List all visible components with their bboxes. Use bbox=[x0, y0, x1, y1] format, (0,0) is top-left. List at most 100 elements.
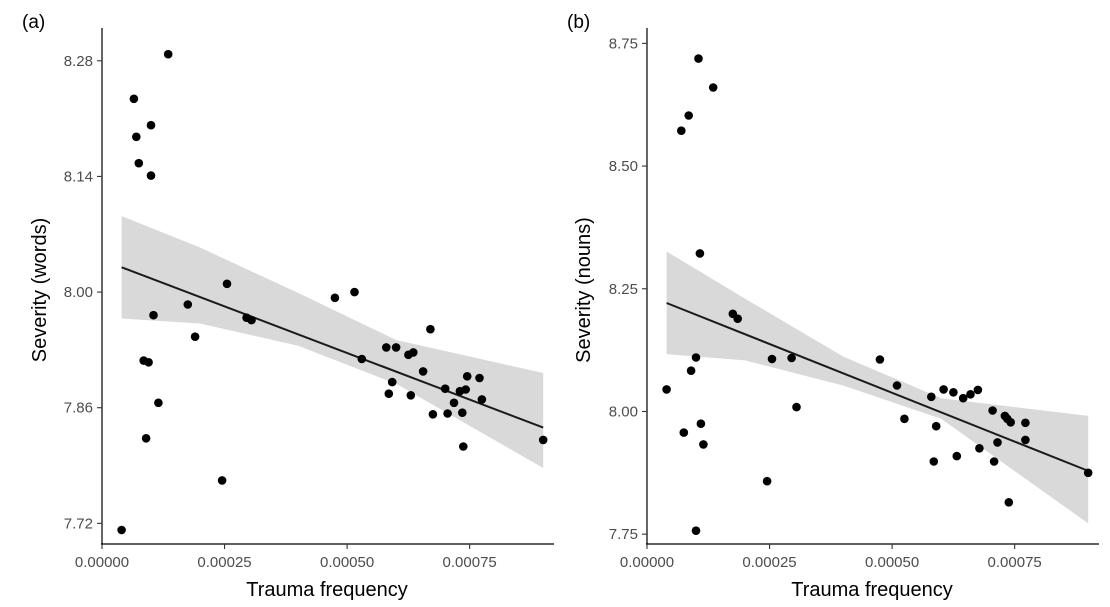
panel-b-data-point bbox=[931, 421, 941, 431]
panel-b-data-point bbox=[892, 381, 902, 390]
panel-a-data-point bbox=[382, 343, 391, 352]
panel-b-data-point bbox=[1004, 498, 1014, 507]
panel-a-data-point bbox=[391, 343, 401, 352]
panel-a-data-point bbox=[350, 287, 359, 297]
panel-b-data-point bbox=[679, 428, 689, 437]
panel-b-x-tick-label: 0.00050 bbox=[865, 554, 919, 571]
panel-b-data-point bbox=[949, 388, 958, 397]
panel-a-data-point bbox=[428, 410, 438, 419]
panel-b-x-tick-label: 0.00025 bbox=[742, 554, 796, 571]
panel-a-x-axis-title: Trauma frequency bbox=[246, 579, 408, 601]
panel-a-data-point bbox=[449, 398, 459, 408]
panel-a-data-point bbox=[154, 398, 163, 408]
panel-b-data-point bbox=[927, 392, 936, 402]
panel-b-data-point bbox=[699, 440, 708, 449]
panel-b-x-tick-label: 0.00075 bbox=[988, 554, 1042, 571]
panel-a-data-point bbox=[222, 279, 232, 289]
panel-a-data-point bbox=[458, 408, 467, 418]
panel-b-x-axis-title: Trauma frequency bbox=[791, 579, 953, 601]
panel-a-regression-line bbox=[121, 266, 544, 429]
panel-b-data-point bbox=[733, 314, 742, 324]
panel-b-data-point bbox=[952, 451, 962, 461]
panel-b-data-point bbox=[691, 526, 701, 535]
panel-a-data-point bbox=[146, 120, 156, 130]
panel-a-data-point bbox=[163, 49, 173, 59]
panel-a-data-point bbox=[134, 158, 144, 168]
panel-b-data-point bbox=[1006, 418, 1015, 427]
panel-b-data-point bbox=[973, 385, 983, 395]
panel-b-regression-line bbox=[666, 302, 1089, 472]
panel-b-data-point bbox=[875, 355, 885, 364]
panel-b-data-point bbox=[1021, 435, 1030, 445]
panel-a-data-point bbox=[443, 409, 452, 418]
panel-a-data-point bbox=[146, 171, 156, 180]
panel-b-data-point bbox=[975, 444, 984, 453]
panel-b-y-tick-label: 7.75 bbox=[609, 526, 638, 543]
panel-a: (a) Trauma frequency Severity (words) 7.… bbox=[22, 12, 554, 601]
panel-a-data-point bbox=[440, 384, 450, 394]
panel-b-y-tick-label: 8.25 bbox=[609, 281, 638, 298]
panel-a-data-point bbox=[183, 300, 193, 309]
panel-a-data-point bbox=[129, 94, 139, 104]
panel-b-data-point bbox=[762, 476, 772, 486]
panel-a-data-point bbox=[149, 310, 158, 320]
panel-a-data-point bbox=[117, 525, 126, 535]
panel-b-y-tick-label: 8.50 bbox=[609, 158, 638, 175]
panel-a-y-tick-label: 7.86 bbox=[64, 400, 93, 417]
panel-a-y-tick-label: 8.28 bbox=[64, 53, 93, 70]
panel-a-y-tick-label: 8.00 bbox=[64, 284, 93, 301]
panel-a-data-point bbox=[461, 385, 471, 394]
panel-b-data-point bbox=[900, 414, 909, 424]
panel-a-x-tick-label: 0.00000 bbox=[75, 554, 129, 571]
panel-a-data-point bbox=[426, 324, 435, 334]
panel-a-data-point bbox=[247, 315, 256, 325]
panel-a-y-tick-label: 7.72 bbox=[64, 515, 93, 532]
panel-a-confidence-band bbox=[121, 216, 544, 468]
panel-a-x-tick-label: 0.00075 bbox=[443, 554, 497, 571]
panel-a-data-point bbox=[387, 377, 397, 387]
panel-b-data-point bbox=[1083, 468, 1093, 478]
panel-b-data-point bbox=[696, 419, 706, 429]
panel-b-data-point bbox=[989, 457, 999, 466]
panel-a-data-point bbox=[418, 367, 428, 376]
panel-a-x-tick-label: 0.00050 bbox=[320, 554, 374, 571]
panel-b-label: (b) bbox=[567, 12, 590, 33]
panel-b: (b) Trauma frequency Severity (nouns) 7.… bbox=[567, 12, 1099, 601]
panel-a-data-point bbox=[538, 435, 548, 445]
panel-b-data-point bbox=[684, 111, 693, 120]
panel-b-data-point bbox=[686, 366, 696, 376]
panel-b-y-tick-label: 8.75 bbox=[609, 35, 638, 52]
panel-a-data-point bbox=[132, 132, 141, 142]
panel-b-data-point bbox=[787, 353, 796, 363]
panel-b-data-point bbox=[708, 83, 718, 92]
panel-b-data-point bbox=[993, 438, 1002, 447]
panel-b-data-point bbox=[792, 402, 801, 412]
panel-b-data-point bbox=[691, 353, 701, 362]
panel-b-x-tick-label: 0.00000 bbox=[620, 554, 674, 571]
panel-b-data-point bbox=[1021, 418, 1030, 428]
panel-b-data-point bbox=[929, 457, 939, 466]
panel-a-x-tick-label: 0.00025 bbox=[197, 554, 251, 571]
panel-a-data-point bbox=[330, 293, 340, 303]
panel-a-data-point bbox=[190, 332, 200, 342]
panel-a-data-point bbox=[462, 372, 472, 381]
panel-b-data-point bbox=[695, 249, 705, 258]
panel-a-data-point bbox=[475, 373, 484, 383]
panel-a-data-point bbox=[384, 389, 394, 399]
panel-a-data-point bbox=[409, 348, 418, 357]
panel-a-data-point bbox=[477, 395, 487, 404]
panel-b-data-point bbox=[988, 406, 997, 415]
panel-a-data-point bbox=[357, 354, 367, 364]
panel-a-label: (a) bbox=[22, 12, 45, 33]
panel-a-data-point bbox=[406, 391, 416, 400]
panel-a-data-point bbox=[459, 442, 468, 451]
panel-b-y-axis-title: Severity (nouns) bbox=[573, 217, 595, 363]
panel-b-data-point bbox=[677, 126, 686, 135]
panel-a-data-point bbox=[217, 476, 227, 485]
panel-b-data-point bbox=[939, 385, 948, 394]
panel-b-data-point bbox=[767, 354, 777, 364]
panel-b-data-point bbox=[662, 385, 671, 394]
panel-b-data-point bbox=[966, 390, 975, 399]
panel-a-y-axis-title: Severity (words) bbox=[29, 218, 51, 362]
